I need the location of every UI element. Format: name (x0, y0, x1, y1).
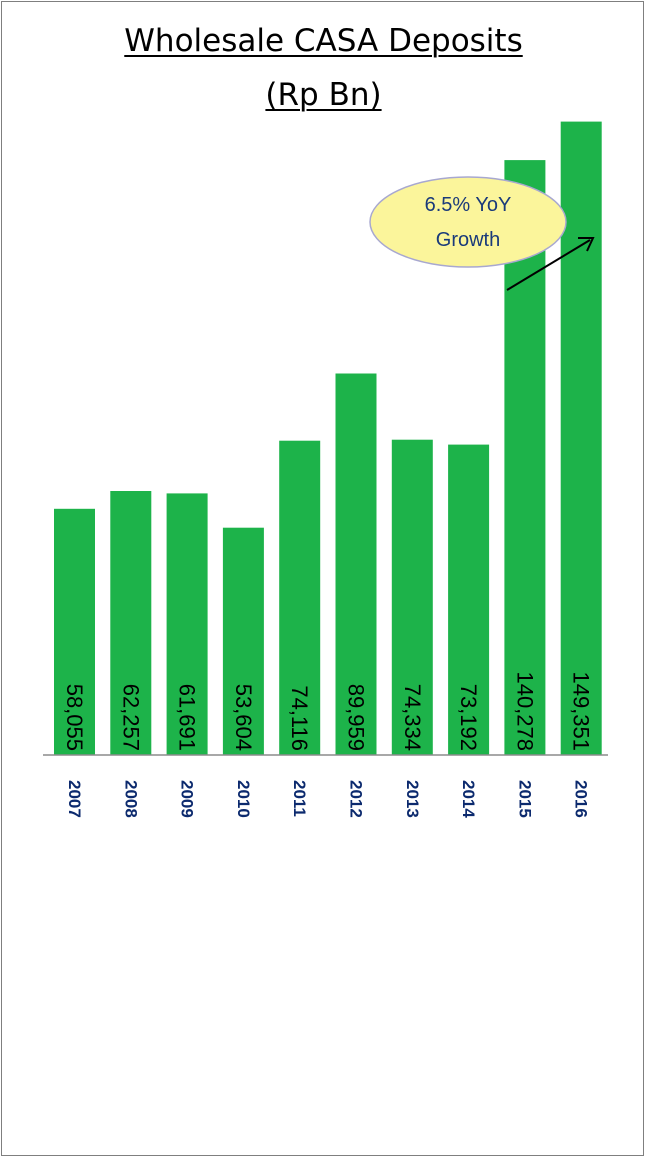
annotation-line2: Growth (436, 229, 500, 251)
category-label-2014: 2014 (459, 780, 478, 818)
annotation-bubble (369, 176, 567, 268)
data-label-2011: 74,116 (287, 685, 312, 751)
chart-title: Wholesale CASA Deposits (124, 23, 523, 59)
bar-2007 (54, 508, 95, 755)
growth-arrow-shaft (506, 239, 591, 291)
bar-2009 (166, 493, 208, 755)
category-label-2009: 2009 (178, 780, 197, 818)
category-label-2008: 2008 (121, 780, 140, 818)
bar-2012 (335, 373, 377, 755)
bars-group: 58,055 62,257 61,691 53,604 74,116 89,959 74,3… (54, 121, 602, 756)
data-label-2015: 140,278 (512, 671, 537, 751)
chart-subtitle: (Rp Bn) (265, 77, 382, 113)
category-label-2007: 2007 (65, 780, 84, 818)
data-label-2010: 53,604 (231, 684, 256, 751)
bar-2008 (110, 491, 152, 755)
growth-arrow-head (578, 237, 595, 252)
bar-2013 (391, 439, 433, 755)
category-labels-group: 2007 2008 2009 2010 2011 2012 2013 2014 2015 2016 (65, 780, 591, 818)
data-label-2012: 89,959 (344, 684, 369, 751)
data-label-2007: 58,055 (62, 684, 87, 751)
category-label-2013: 2013 (403, 780, 422, 818)
data-label-2016: 149,351 (569, 671, 594, 751)
data-label-2009: 61,691 (175, 684, 200, 751)
bar-2011 (279, 440, 321, 755)
growth-annotation: 6.5% YoY Growth (369, 176, 595, 291)
data-label-2008: 62,257 (118, 684, 143, 751)
category-label-2011: 2011 (290, 780, 309, 817)
category-label-2010: 2010 (234, 780, 253, 818)
bar-2014 (448, 444, 490, 755)
category-label-2016: 2016 (572, 780, 591, 818)
bar-2016 (560, 121, 602, 756)
annotation-line1: 6.5% YoY (425, 194, 512, 216)
bar-2010 (222, 527, 264, 755)
category-label-2015: 2015 (515, 780, 534, 818)
data-label-2013: 74,334 (400, 684, 425, 751)
data-label-2014: 73,192 (456, 684, 481, 751)
category-label-2012: 2012 (347, 780, 366, 818)
